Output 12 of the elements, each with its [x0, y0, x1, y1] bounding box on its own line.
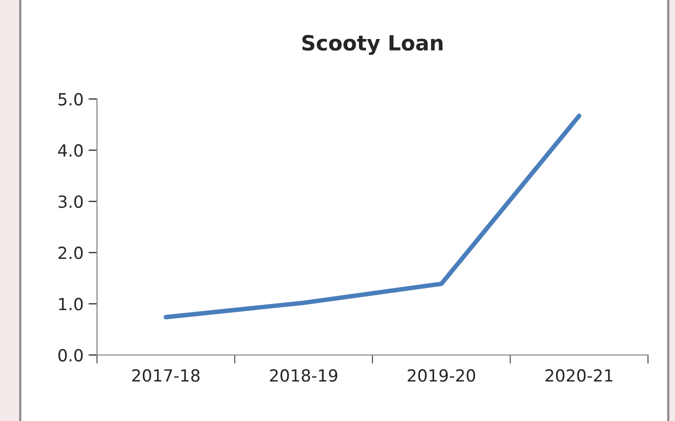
- y-tick-label: 1.0: [59, 298, 83, 310]
- y-tick-label: 3.0: [58, 195, 83, 208]
- y-tick-label: 0.0: [58, 348, 83, 362]
- chart-title: Scooty Loan: [302, 34, 442, 55]
- x-tick-label: 2018-19: [270, 369, 338, 382]
- x-tick-label: 2019-20: [408, 369, 476, 382]
- y-tick-label: 4.0: [58, 144, 83, 157]
- x-tick-label: 2017-18: [132, 369, 200, 382]
- y-tick-label: 5.0: [58, 92, 83, 106]
- line-series: [164, 114, 582, 320]
- x-tick-label: 2020-21: [546, 369, 612, 382]
- y-tick-label: 2.0: [58, 246, 83, 260]
